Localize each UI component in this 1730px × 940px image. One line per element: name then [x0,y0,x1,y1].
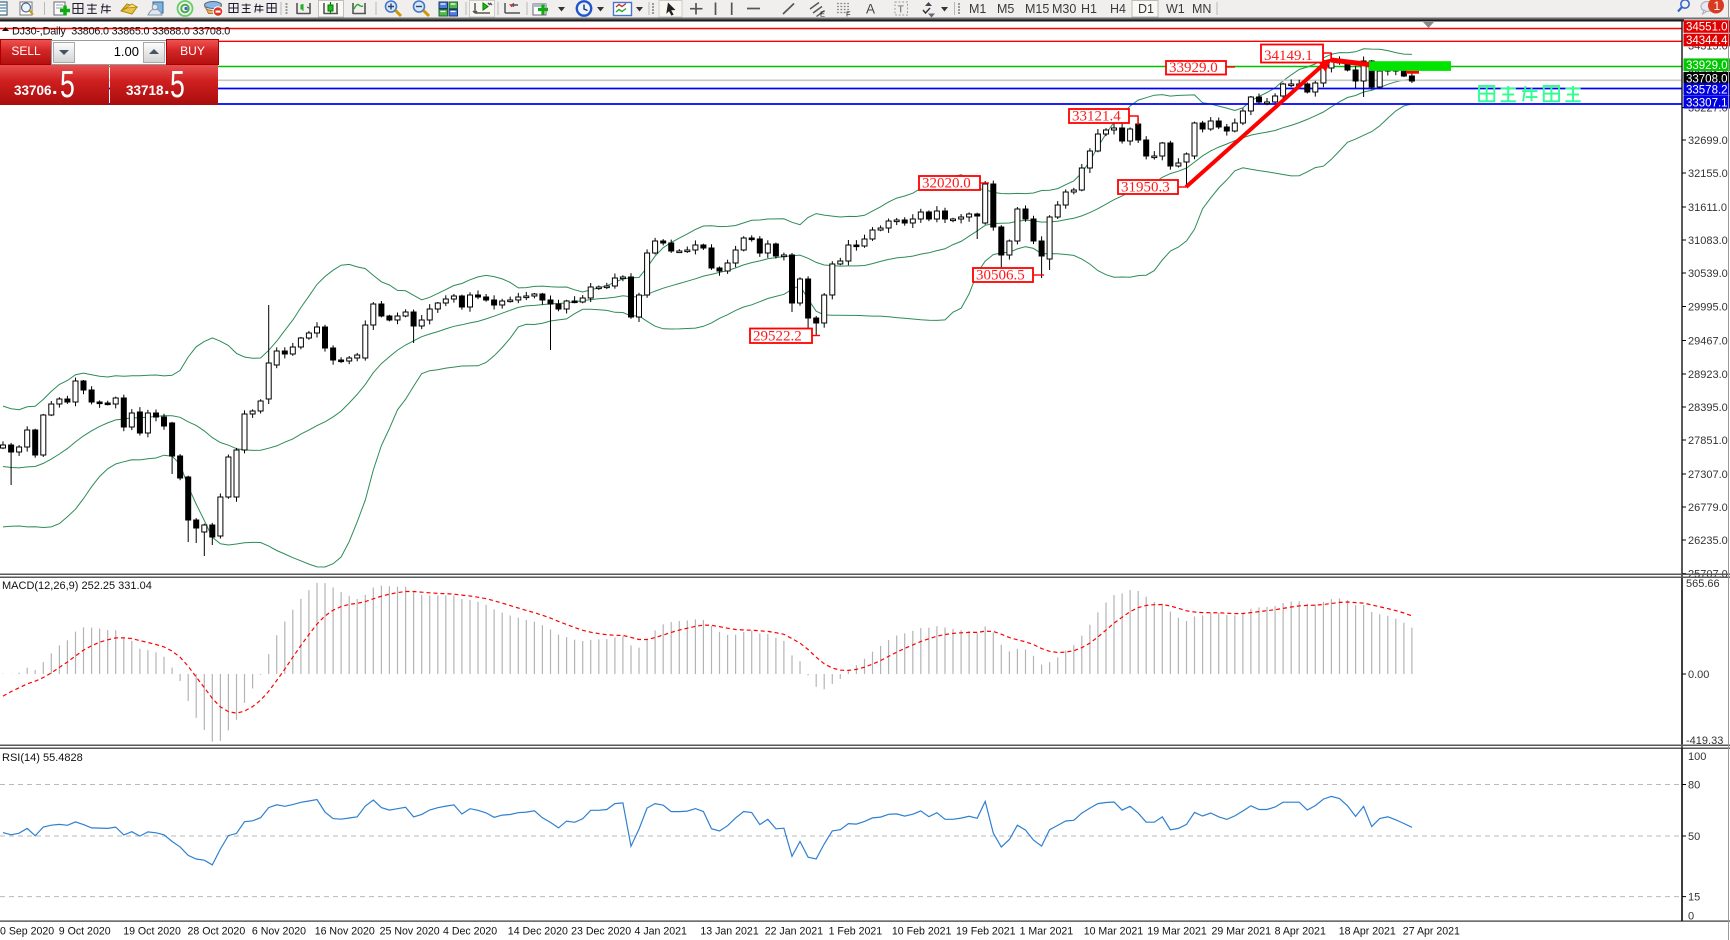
svg-text:19 Feb 2021: 19 Feb 2021 [956,926,1016,938]
svg-text:19 Mar 2021: 19 Mar 2021 [1147,926,1207,938]
svg-text:33121.4: 33121.4 [1072,109,1121,125]
svg-text:23 Dec 2020: 23 Dec 2020 [571,926,631,938]
svg-text:28 Oct 2020: 28 Oct 2020 [188,926,246,938]
svg-text:W1: W1 [1166,2,1185,16]
svg-text:50: 50 [1688,831,1700,843]
svg-text:30506.5: 30506.5 [976,268,1025,284]
svg-text:M1: M1 [969,2,986,16]
svg-text:MACD(12,26,9) 252.25 331.04: MACD(12,26,9) 252.25 331.04 [2,580,152,592]
svg-text:F: F [846,10,851,19]
svg-text:4 Jan 2021: 4 Jan 2021 [635,926,688,938]
svg-text:6 Nov 2020: 6 Nov 2020 [252,926,306,938]
svg-text:25 Nov 2020: 25 Nov 2020 [380,926,440,938]
svg-text:1 Mar 2021: 1 Mar 2021 [1020,926,1074,938]
svg-text:4 Dec 2020: 4 Dec 2020 [443,926,497,938]
svg-text:27 Apr 2021: 27 Apr 2021 [1403,926,1460,938]
svg-text:29522.2: 29522.2 [753,329,802,345]
svg-text:28923.0: 28923.0 [1688,369,1728,381]
svg-text:31611.0: 31611.0 [1688,202,1727,214]
svg-text:14 Dec 2020: 14 Dec 2020 [508,926,568,938]
svg-text:0: 0 [1688,911,1694,923]
svg-text:34344.4: 34344.4 [1686,35,1728,47]
svg-text:M15: M15 [1025,2,1049,16]
svg-text:33929.0: 33929.0 [1169,60,1218,76]
svg-text:28395.0: 28395.0 [1688,402,1728,414]
svg-text:22 Jan 2021: 22 Jan 2021 [765,926,823,938]
svg-text:0.00: 0.00 [1688,669,1709,681]
svg-text:31950.3: 31950.3 [1121,180,1170,196]
svg-text:10 Mar 2021: 10 Mar 2021 [1084,926,1144,938]
svg-text:33708.0: 33708.0 [1686,73,1728,85]
svg-text:D1: D1 [1138,2,1154,16]
svg-text:-419.33: -419.33 [1686,735,1723,747]
svg-text:31083.0: 31083.0 [1688,235,1728,247]
svg-text:32155.0: 32155.0 [1688,168,1728,180]
svg-text:30539.0: 30539.0 [1688,268,1728,280]
svg-text:18 Apr 2021: 18 Apr 2021 [1339,926,1396,938]
svg-text:26779.0: 26779.0 [1688,502,1728,514]
svg-text:34149.1: 34149.1 [1264,48,1313,64]
svg-text:H1: H1 [1081,2,1097,16]
svg-text:E: E [820,10,825,19]
svg-text:15: 15 [1688,892,1700,904]
svg-text:16 Nov 2020: 16 Nov 2020 [315,926,375,938]
svg-text:0 Sep 2020: 0 Sep 2020 [0,926,54,938]
svg-text:8 Apr 2021: 8 Apr 2021 [1275,926,1326,938]
svg-text:M5: M5 [997,2,1014,16]
svg-text:80: 80 [1688,780,1700,792]
svg-text:565.66: 565.66 [1686,578,1720,590]
svg-text:34551.0: 34551.0 [1686,22,1728,34]
svg-text:27851.0: 27851.0 [1688,435,1728,447]
svg-text:33929.0: 33929.0 [1686,60,1728,72]
svg-text:MN: MN [1192,2,1211,16]
svg-text:32020.0: 32020.0 [922,176,971,192]
svg-text:33307.1: 33307.1 [1686,97,1728,109]
svg-text:33578.2: 33578.2 [1686,85,1728,97]
svg-text:DJ30-,Daily 33806.0 33865.0 3: DJ30-,Daily 33806.0 33865.0 33688.0 3370… [12,26,230,38]
svg-text:T: T [898,4,905,16]
svg-text:13 Jan 2021: 13 Jan 2021 [700,926,758,938]
svg-text:29995.0: 29995.0 [1688,302,1728,314]
svg-text:H4: H4 [1110,2,1126,16]
svg-text:29467.0: 29467.0 [1688,336,1728,348]
svg-text:19 Oct 2020: 19 Oct 2020 [123,926,181,938]
svg-text:A: A [866,2,875,17]
svg-text:100: 100 [1688,751,1706,763]
svg-text:10 Feb 2021: 10 Feb 2021 [892,926,952,938]
svg-text:26235.0: 26235.0 [1688,535,1728,547]
svg-text:9 Oct 2020: 9 Oct 2020 [59,926,111,938]
svg-text:1: 1 [1714,0,1721,13]
svg-text:32699.0: 32699.0 [1688,135,1728,147]
svg-text:1 Feb 2021: 1 Feb 2021 [829,926,883,938]
svg-text:29 Mar 2021: 29 Mar 2021 [1212,926,1272,938]
svg-text:RSI(14) 55.4828: RSI(14) 55.4828 [2,752,83,764]
svg-text:27307.0: 27307.0 [1688,469,1728,481]
svg-text:M30: M30 [1052,2,1076,16]
